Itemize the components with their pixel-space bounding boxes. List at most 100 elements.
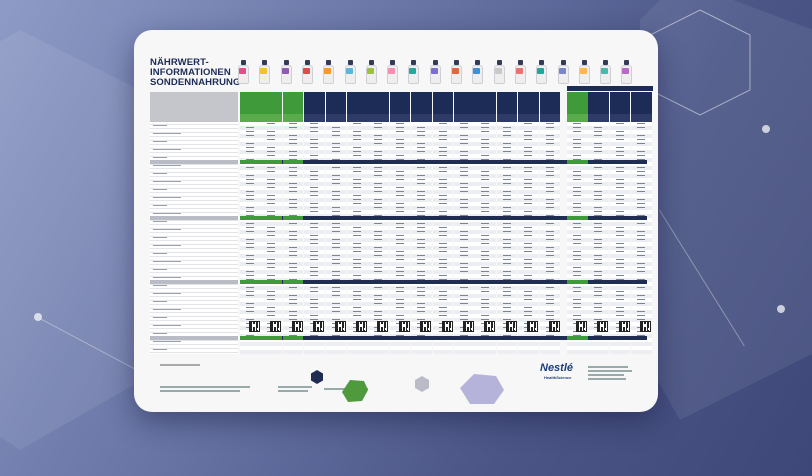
cell-value-placeholder bbox=[637, 287, 646, 289]
cell-value-placeholder bbox=[310, 191, 319, 193]
cell-value-placeholder bbox=[246, 175, 254, 177]
footnote-line bbox=[160, 364, 200, 366]
cell-value-placeholder bbox=[438, 259, 447, 261]
qr-code-image bbox=[249, 321, 260, 332]
row-label-placeholder bbox=[153, 301, 167, 303]
cell-value-placeholder bbox=[331, 295, 340, 297]
background-dot bbox=[777, 305, 785, 313]
qr-code-image bbox=[377, 321, 389, 332]
cell-value-placeholder bbox=[331, 215, 340, 217]
cell-value-placeholder bbox=[310, 139, 319, 141]
row-label-placeholder bbox=[153, 181, 181, 183]
cell-value-placeholder bbox=[573, 259, 581, 261]
cell-value-placeholder bbox=[438, 243, 447, 245]
row-divider bbox=[150, 224, 238, 225]
cell-value-placeholder bbox=[481, 191, 490, 193]
cell-value-placeholder bbox=[267, 123, 276, 125]
product-column-header bbox=[454, 92, 475, 114]
cell-value-placeholder bbox=[395, 319, 404, 321]
cell-value-placeholder bbox=[267, 227, 276, 229]
cell-value-placeholder bbox=[331, 127, 340, 129]
cell-value-placeholder bbox=[524, 203, 533, 205]
cell-value-placeholder bbox=[246, 271, 254, 273]
cell-value-placeholder bbox=[637, 139, 646, 141]
row-label-placeholder bbox=[153, 133, 181, 135]
cell-value-placeholder bbox=[267, 307, 276, 309]
cell-value-placeholder bbox=[353, 275, 361, 277]
cell-value-placeholder bbox=[374, 231, 383, 233]
cell-value-placeholder bbox=[460, 167, 468, 169]
cell-value-placeholder bbox=[288, 303, 297, 305]
cell-value-placeholder bbox=[395, 291, 404, 293]
cell-value-placeholder bbox=[524, 199, 533, 201]
cell-value-placeholder bbox=[502, 147, 511, 149]
cell-value-placeholder bbox=[417, 211, 426, 213]
section-band-highlight bbox=[261, 280, 282, 284]
product-column-subheader bbox=[588, 114, 609, 122]
cell-value-placeholder bbox=[267, 299, 276, 301]
product-column-subheader bbox=[368, 114, 389, 122]
cell-value-placeholder bbox=[637, 135, 646, 137]
cell-value-placeholder bbox=[573, 223, 581, 225]
cell-value-placeholder bbox=[615, 247, 624, 249]
cell-value-placeholder bbox=[615, 231, 624, 233]
cell-value-placeholder bbox=[637, 239, 646, 241]
cell-value-placeholder bbox=[353, 259, 361, 261]
cell-value-placeholder bbox=[310, 275, 319, 277]
cell-value-placeholder bbox=[331, 211, 340, 213]
cell-value-placeholder bbox=[545, 223, 554, 225]
cell-value-placeholder bbox=[524, 315, 533, 317]
qr-code-image bbox=[334, 321, 346, 332]
cell-value-placeholder bbox=[502, 259, 511, 261]
cell-value-placeholder bbox=[288, 311, 297, 313]
cell-value-placeholder bbox=[594, 207, 603, 209]
cell-value-placeholder bbox=[374, 303, 383, 305]
product-column-cells bbox=[304, 122, 325, 354]
qr-code-image bbox=[505, 321, 517, 332]
cell-value-placeholder bbox=[502, 303, 511, 305]
cell-value-placeholder bbox=[460, 235, 468, 237]
nutrition-table-sheet: NÄHRWERT- INFORMATIONEN SONDENNAHRUNG Ne… bbox=[134, 30, 658, 412]
cell-value-placeholder bbox=[594, 195, 603, 197]
cell-value-placeholder bbox=[524, 311, 533, 313]
cell-value-placeholder bbox=[594, 227, 603, 229]
cell-value-placeholder bbox=[246, 239, 254, 241]
row-label-placeholder bbox=[153, 125, 167, 127]
cell-value-placeholder bbox=[481, 171, 490, 173]
cell-value-placeholder bbox=[637, 199, 646, 201]
cell-value-placeholder bbox=[573, 155, 581, 157]
cell-value-placeholder bbox=[417, 175, 426, 177]
cell-value-placeholder bbox=[374, 311, 383, 313]
cell-value-placeholder bbox=[460, 127, 468, 129]
cell-value-placeholder bbox=[615, 123, 624, 125]
cell-value-placeholder bbox=[417, 183, 426, 185]
cell-value-placeholder bbox=[502, 223, 511, 225]
cell-value-placeholder bbox=[353, 123, 361, 125]
cell-value-placeholder bbox=[288, 223, 297, 225]
cell-value-placeholder bbox=[460, 207, 468, 209]
section-band-highlight bbox=[282, 216, 304, 220]
cell-value-placeholder bbox=[524, 195, 533, 197]
cell-value-placeholder bbox=[331, 159, 340, 161]
cell-value-placeholder bbox=[573, 179, 581, 181]
cell-value-placeholder bbox=[395, 155, 404, 157]
section-band bbox=[240, 216, 647, 220]
product-column-header bbox=[325, 92, 347, 114]
cell-value-placeholder bbox=[246, 127, 254, 129]
section-header-bar bbox=[150, 336, 238, 340]
cell-value-placeholder bbox=[267, 139, 276, 141]
cell-value-placeholder bbox=[288, 191, 297, 193]
cell-value-placeholder bbox=[288, 139, 297, 141]
product-column-subheader bbox=[347, 114, 368, 122]
product-column-cells bbox=[631, 122, 652, 354]
cell-value-placeholder bbox=[438, 231, 447, 233]
cell-value-placeholder bbox=[288, 187, 297, 189]
cell-value-placeholder bbox=[545, 251, 554, 253]
cell-value-placeholder bbox=[246, 135, 254, 137]
cell-value-placeholder bbox=[594, 319, 603, 321]
row-divider bbox=[150, 288, 238, 289]
cell-value-placeholder bbox=[374, 247, 383, 249]
cell-value-placeholder bbox=[460, 251, 468, 253]
cell-value-placeholder bbox=[246, 191, 254, 193]
product-column-subheader bbox=[539, 114, 561, 122]
